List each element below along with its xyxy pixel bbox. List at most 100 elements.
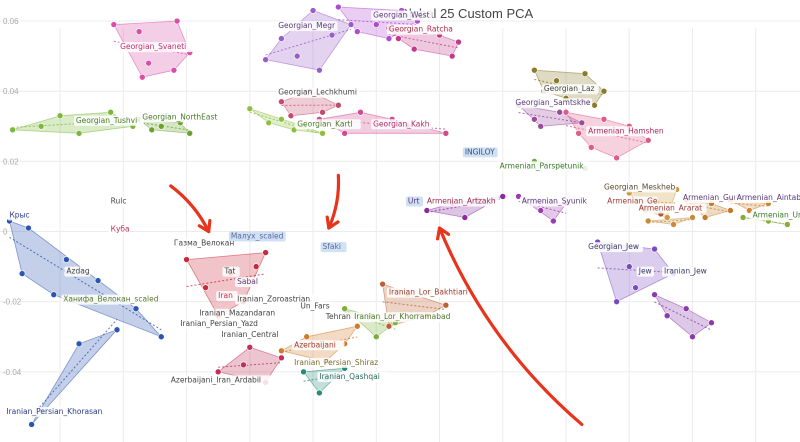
data-point	[56, 112, 64, 120]
label-background	[371, 10, 433, 21]
label-background	[73, 115, 144, 126]
data-point	[644, 217, 652, 225]
data-point	[442, 130, 450, 137]
data-point	[278, 347, 285, 355]
y-tick-label: 0	[3, 228, 8, 237]
data-point	[550, 217, 557, 225]
group-label: Georgian_Ratcha	[389, 25, 453, 34]
data-point	[531, 115, 538, 123]
label-background	[541, 84, 599, 95]
group-label: Iranian_Central	[221, 330, 278, 339]
data-point	[335, 101, 342, 109]
label-background	[586, 242, 643, 253]
data-point	[600, 87, 608, 95]
trend-line	[9, 236, 162, 331]
group-label: Iranian_Lor_Khorramabad	[354, 312, 450, 321]
grid	[0, 20, 800, 442]
group-label: Armenian_Aintab	[737, 193, 800, 202]
data-point	[663, 214, 671, 221]
data-point	[157, 333, 165, 341]
data-point	[682, 305, 690, 312]
group-label: Azerbaijani	[294, 340, 336, 349]
y-tick-label: 0.06	[3, 17, 19, 26]
label-background	[276, 87, 360, 98]
group-label: Azdag	[66, 267, 89, 276]
group-label: Крыс	[9, 210, 29, 219]
group-label: Armenian_Parspetunik	[500, 161, 585, 170]
label-background	[662, 266, 715, 277]
chart-title: Global 25 Custom PCA	[399, 6, 534, 21]
data-point	[214, 368, 222, 376]
data-point	[287, 112, 295, 120]
data-point	[578, 119, 586, 127]
group-label: Armenian_Syunik	[522, 196, 588, 205]
label-background	[235, 277, 262, 288]
data-point	[240, 361, 247, 369]
label-background	[276, 21, 338, 32]
label-background	[352, 312, 458, 323]
label-background	[4, 406, 114, 417]
data-point	[537, 207, 545, 214]
group-label: Iranian_Persian_Khorasan	[6, 407, 102, 416]
y-tick-label: -0.02	[3, 298, 22, 307]
data-point	[316, 66, 323, 74]
group-label: Tehran	[325, 312, 351, 321]
group-label: Georgian_Tushvi	[76, 116, 137, 125]
label-background	[292, 357, 393, 368]
data-point	[132, 305, 140, 312]
group-label: Georgian_NorthEast	[142, 112, 217, 121]
group-label: Georgian_Svaneti	[120, 42, 186, 51]
label-background	[228, 231, 286, 242]
label-background	[216, 291, 238, 302]
data-point	[335, 3, 342, 11]
data-point	[145, 59, 152, 67]
group-label: Малух_scaled	[231, 232, 284, 241]
data-point	[75, 130, 83, 137]
data-point	[499, 193, 507, 200]
data-point	[357, 108, 364, 116]
label-background	[734, 192, 800, 203]
data-point	[663, 312, 671, 320]
data-point	[689, 333, 696, 341]
data-point	[138, 73, 146, 81]
data-point	[300, 368, 307, 376]
data-point	[591, 101, 598, 109]
data-point	[385, 35, 393, 42]
data-point	[28, 421, 35, 428]
label-background	[386, 287, 484, 298]
data-point	[107, 108, 114, 116]
label-background	[371, 119, 433, 130]
annotation-arrow	[327, 173, 341, 230]
group-label: Armenian_Gurin	[683, 193, 744, 202]
group-label: Sfaki	[323, 242, 341, 251]
data-point	[442, 301, 450, 309]
group-label: Georgian_Lechkhumi	[278, 88, 357, 97]
data-point	[262, 56, 269, 63]
group-label: Armenian_Hamshen	[588, 126, 664, 135]
group-label: Iranian_Lor_Bakhtiari	[389, 288, 468, 297]
annotation-arrow-head	[436, 226, 451, 241]
group-label: Georgian_West	[373, 11, 429, 20]
data-point	[354, 322, 361, 330]
data-point	[135, 28, 143, 35]
data-point	[278, 35, 285, 42]
group-label: Iranian_Qashqai	[319, 372, 379, 381]
data-point	[246, 343, 254, 351]
group-label: Jew	[638, 267, 652, 276]
label-background	[298, 301, 334, 312]
group-label: Iranian_Jew	[664, 267, 707, 276]
trend-line	[249, 111, 323, 135]
group-hulls	[8, 6, 788, 425]
label-background	[424, 196, 500, 207]
data-point	[319, 108, 326, 116]
trend-line	[597, 267, 674, 273]
data-point	[537, 122, 545, 130]
data-point	[701, 214, 709, 221]
group-hull	[31, 329, 118, 425]
group-label: Georgian_Jew	[588, 242, 639, 251]
data-points	[6, 3, 791, 428]
group-label: Iranian_Mazandaran	[199, 309, 275, 318]
data-point	[37, 122, 45, 130]
annotation-arrows	[169, 173, 584, 427]
label-background	[750, 210, 800, 221]
